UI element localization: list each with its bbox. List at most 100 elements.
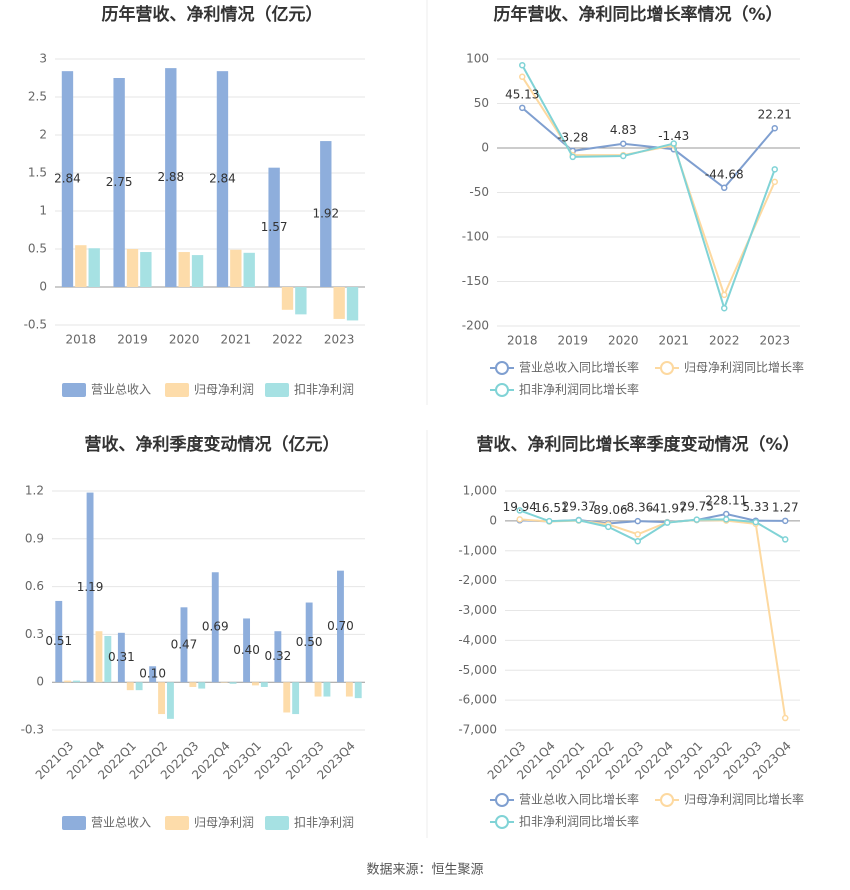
bar — [220, 682, 228, 683]
bar — [135, 682, 143, 691]
y-tick-label: 0.6 — [25, 579, 44, 593]
y-tick-label: 0 — [481, 141, 489, 155]
bar — [88, 248, 100, 287]
legend-label: 归母净利润同比增长率 — [684, 792, 804, 807]
legend-item: 归母净利润同比增长率 — [655, 792, 804, 807]
y-tick-label: 1.5 — [28, 166, 47, 180]
point — [575, 517, 582, 524]
point — [516, 507, 523, 514]
legend-swatch — [495, 383, 509, 397]
bar — [117, 632, 125, 683]
x-tick-label: 2022 — [709, 334, 740, 348]
bar — [283, 682, 291, 713]
y-tick-label: 1 — [39, 204, 47, 218]
legend-swatch — [265, 383, 289, 397]
y-tick-label: -1,000 — [458, 543, 497, 557]
legend-item: 扣非净利润同比增长率 — [490, 814, 639, 829]
legend-swatch — [660, 793, 674, 807]
bar — [295, 287, 307, 315]
point — [782, 517, 789, 525]
legend-swatch — [62, 383, 86, 397]
bar — [260, 682, 268, 687]
legend-item: 归母净利润 — [165, 383, 254, 397]
point — [634, 537, 641, 545]
legend-item: 营业总收入 — [62, 816, 151, 830]
point — [620, 152, 627, 160]
y-tick-label: -5,000 — [458, 663, 497, 677]
legend-swatch — [165, 816, 189, 830]
bar — [149, 666, 157, 683]
point — [721, 184, 728, 192]
y-tick-label: 0 — [39, 280, 47, 294]
legend-swatch — [495, 793, 509, 807]
y-tick-label: -2,000 — [458, 573, 497, 587]
bar — [345, 682, 353, 697]
point — [519, 61, 526, 69]
bar — [320, 141, 332, 287]
data-label: 1.57 — [261, 220, 288, 234]
bar — [95, 631, 103, 683]
data-label: -44.68 — [705, 167, 744, 181]
bar — [314, 682, 322, 697]
y-tick-label: -3,000 — [458, 603, 497, 617]
y-tick-label: 0.3 — [25, 627, 44, 641]
x-tick-label: 2018 — [507, 334, 538, 348]
data-label: -89.06 — [589, 503, 628, 517]
bar — [230, 249, 242, 287]
legend-swatch — [495, 815, 509, 829]
point — [782, 714, 789, 722]
bar — [166, 682, 174, 719]
x-tick-label: 2023 — [759, 334, 790, 348]
x-tick-label: 2021 — [658, 334, 689, 348]
legend-swatch — [62, 816, 86, 830]
data-label: 0.40 — [233, 643, 260, 657]
data-label: 0.31 — [108, 650, 135, 664]
bar — [274, 631, 282, 683]
point — [519, 104, 526, 112]
x-tick-label: 2022 — [272, 333, 303, 347]
x-tick-label: 2018 — [66, 333, 97, 347]
legend-item: 归母净利润 — [165, 816, 254, 830]
point — [516, 516, 523, 523]
y-tick-label: 2.5 — [28, 90, 47, 104]
point — [634, 531, 641, 538]
data-label: -3.28 — [557, 130, 588, 144]
data-label: 2.88 — [157, 170, 184, 184]
x-tick-label: 2020 — [169, 333, 200, 347]
chart-title: 营收、净利季度变动情况（亿元） — [85, 434, 340, 455]
legend-item: 扣非净利润 — [265, 816, 354, 830]
legend-label: 归母净利润同比增长率 — [684, 360, 804, 375]
legend-item: 扣非净利润 — [265, 383, 354, 397]
y-tick-label: -7,000 — [458, 723, 497, 737]
y-tick-label: 0.5 — [28, 242, 47, 256]
legend-label: 归母净利润 — [194, 383, 254, 397]
legend-item: 归母净利润同比增长率 — [655, 360, 804, 375]
bar — [354, 682, 362, 699]
bar — [333, 287, 345, 319]
x-tick-label: 2021 — [221, 333, 252, 347]
bar — [216, 71, 229, 287]
x-tick-label: 2023 — [324, 333, 355, 347]
bar — [337, 570, 344, 683]
y-tick-label: 50 — [474, 96, 489, 110]
bar — [64, 680, 72, 683]
bar — [211, 572, 219, 683]
bar — [126, 249, 139, 287]
bar — [198, 682, 206, 689]
point — [771, 166, 778, 173]
bar — [86, 492, 94, 683]
bar — [268, 167, 280, 287]
bar — [55, 600, 63, 683]
data-label: -41.97 — [648, 502, 687, 516]
chart-title: 历年营收、净利同比增长率情况（%） — [493, 4, 782, 25]
legend-item: 扣非净利润同比增长率 — [490, 382, 639, 397]
bar — [75, 245, 87, 287]
legend-label: 归母净利润 — [194, 816, 254, 830]
bar — [113, 78, 125, 287]
point — [752, 518, 759, 526]
data-label: 4.83 — [610, 123, 637, 137]
bar — [243, 252, 255, 287]
y-tick-label: -0.3 — [21, 723, 44, 737]
data-label: 29.37 — [562, 499, 596, 513]
point — [569, 153, 576, 161]
